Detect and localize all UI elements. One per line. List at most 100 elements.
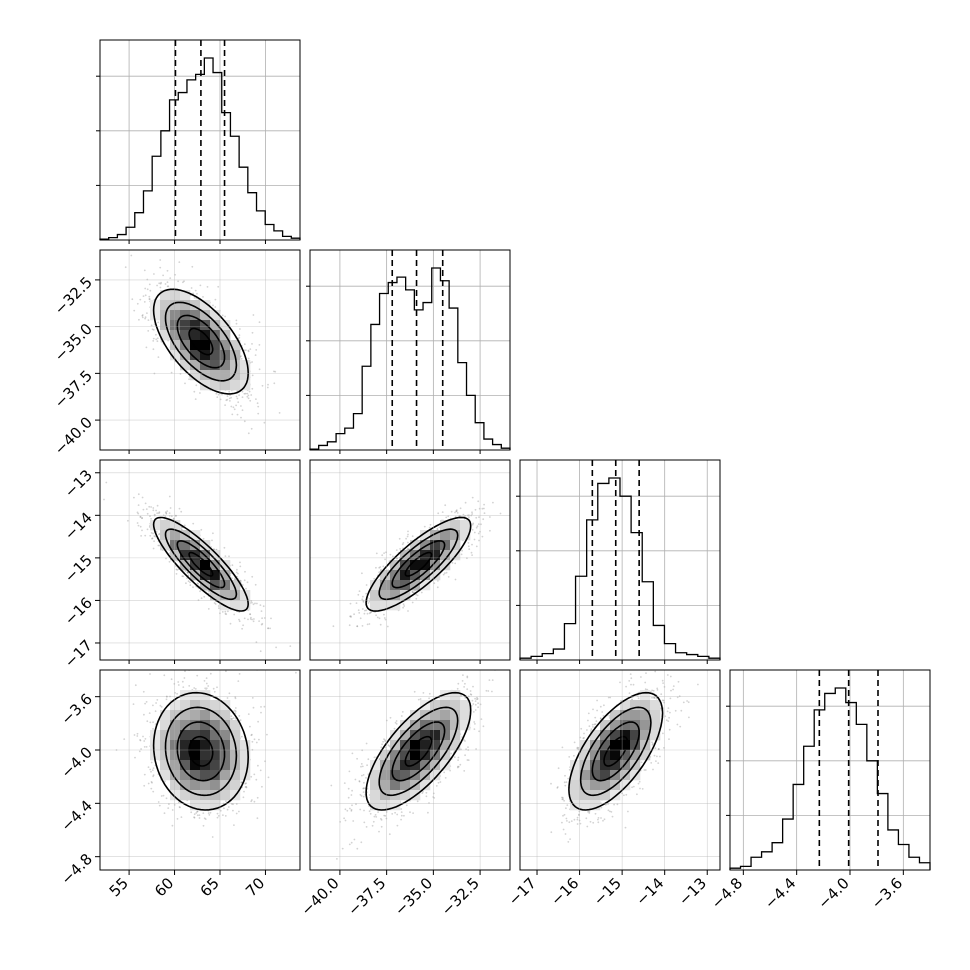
scatter-point xyxy=(377,811,379,813)
contour-line xyxy=(152,691,250,811)
density-cell xyxy=(180,780,191,791)
density-cell xyxy=(400,740,411,751)
density-cell xyxy=(370,590,381,601)
scatter-point xyxy=(596,709,598,712)
density-cell xyxy=(160,320,171,331)
scatter-point xyxy=(357,609,360,612)
scatter-point xyxy=(143,784,146,787)
scatter-point xyxy=(257,764,259,767)
density-cell xyxy=(410,760,421,771)
scatter-point xyxy=(363,809,365,812)
density-cell xyxy=(590,750,601,761)
scatter-point xyxy=(573,754,575,757)
density-cell xyxy=(590,740,601,751)
density-cell xyxy=(190,700,201,711)
scatter-point xyxy=(259,650,262,653)
scatter-point xyxy=(655,697,658,700)
scatter-point xyxy=(182,281,184,284)
scatter-point xyxy=(381,554,384,557)
scatter-point xyxy=(214,603,217,605)
scatter-point xyxy=(383,613,385,616)
scatter-point xyxy=(142,508,145,511)
scatter-point xyxy=(152,329,155,331)
scatter-point xyxy=(143,269,146,272)
scatter-point xyxy=(394,721,397,724)
scatter-point xyxy=(637,697,640,700)
scatter-point xyxy=(659,755,661,758)
scatter-point xyxy=(224,555,227,557)
scatter-point xyxy=(237,680,240,682)
scatter-point xyxy=(203,680,206,682)
scatter-point xyxy=(289,645,292,647)
density-cell xyxy=(150,750,161,761)
scatter-point xyxy=(254,583,257,586)
scatter-point xyxy=(641,667,643,669)
density-cell xyxy=(380,570,391,581)
density-cell xyxy=(640,750,651,761)
scatter-point xyxy=(238,618,240,621)
density-cell xyxy=(580,790,591,801)
scatter-point xyxy=(266,386,269,389)
density-cell xyxy=(180,290,191,301)
panel-content xyxy=(100,250,300,450)
scatter-point xyxy=(246,581,249,584)
density-cell xyxy=(180,340,191,351)
density-cell xyxy=(180,770,191,781)
scatter-point xyxy=(603,704,605,707)
scatter-point xyxy=(469,693,472,696)
density-cell xyxy=(630,760,641,771)
density-cell xyxy=(230,340,241,351)
scatter-point xyxy=(400,808,403,810)
scatter-point xyxy=(405,537,407,540)
scatter-point xyxy=(143,301,146,303)
scatter-point xyxy=(250,775,253,778)
scatter-point xyxy=(144,287,147,290)
scatter-point xyxy=(347,796,350,799)
scatter-point xyxy=(150,787,153,790)
scatter-point xyxy=(149,721,152,724)
scatter-point xyxy=(183,280,185,283)
density-cell xyxy=(460,700,471,711)
density-cell xyxy=(630,720,641,731)
x-axis-1: −40.0 −37.5 −35.0 −32.5 xyxy=(298,870,483,919)
scatter-point xyxy=(370,611,372,614)
scatter-point xyxy=(415,593,418,596)
scatter-point xyxy=(474,700,477,702)
density-cell xyxy=(630,710,641,721)
scatter-point xyxy=(151,537,153,540)
scatter-point xyxy=(251,387,254,390)
scatter-point xyxy=(444,777,447,779)
scatter-point xyxy=(350,810,353,812)
scatter-point xyxy=(456,687,459,690)
density-cell xyxy=(650,710,661,721)
scatter-point xyxy=(158,544,161,547)
scatter-point xyxy=(166,269,169,272)
density-cell xyxy=(200,720,211,731)
scatter-point xyxy=(159,266,162,269)
scatter-point xyxy=(561,821,563,824)
scatter-point xyxy=(231,564,234,567)
scatter-point xyxy=(597,821,600,824)
scatter-point xyxy=(686,700,688,702)
scatter-point xyxy=(158,533,160,536)
density-cell xyxy=(460,520,471,531)
scatter-point xyxy=(641,788,644,790)
density-cell xyxy=(190,780,201,791)
scatter-point xyxy=(466,688,469,691)
scatter-point xyxy=(252,603,255,606)
scatter-point xyxy=(457,759,459,761)
scatter-point xyxy=(350,841,353,844)
density-cell xyxy=(460,720,471,731)
scatter-point xyxy=(136,732,139,735)
scatter-point xyxy=(445,516,448,519)
scatter-point xyxy=(260,623,263,626)
scatter-point xyxy=(234,697,237,700)
scatter-point xyxy=(127,519,129,522)
scatter-point xyxy=(457,765,459,768)
scatter-point xyxy=(208,814,211,816)
scatter-point xyxy=(362,787,365,790)
scatter-point xyxy=(178,261,181,263)
y-tick-label: −4.8 xyxy=(58,850,96,888)
density-cell xyxy=(170,710,181,721)
density-cell xyxy=(190,310,201,321)
